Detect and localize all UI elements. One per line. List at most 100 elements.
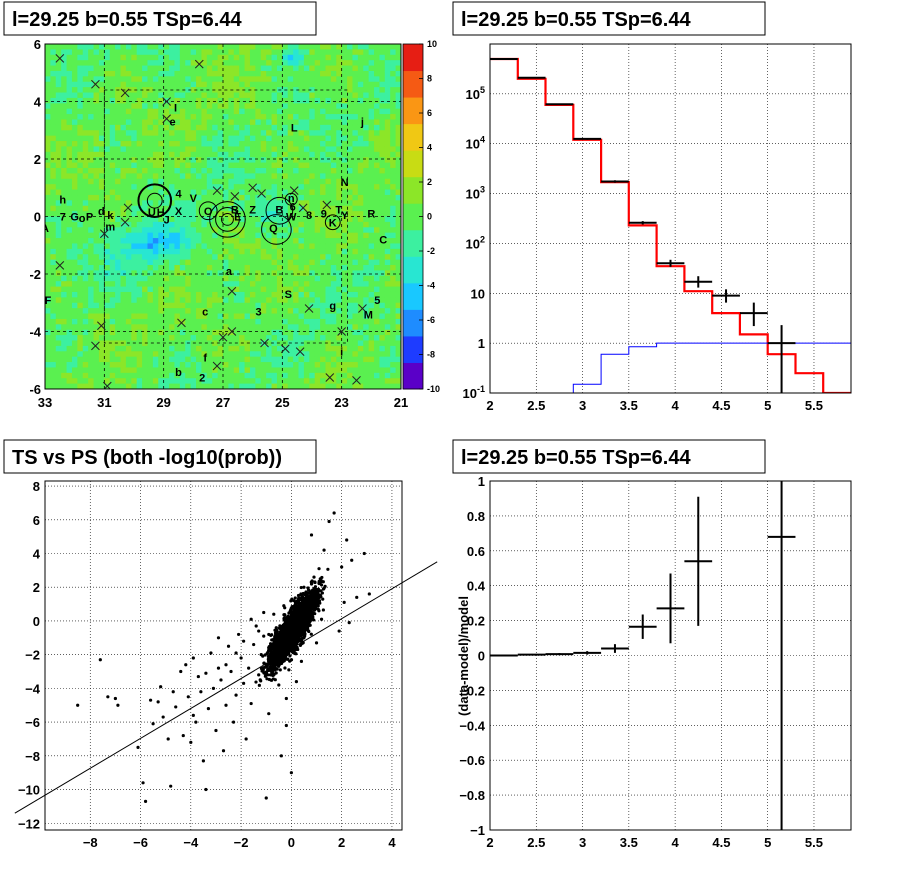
heatmap-cell — [109, 227, 116, 234]
heatmap-cell — [368, 372, 375, 379]
heatmap-cell — [104, 238, 111, 245]
heatmap-cell — [158, 173, 165, 180]
heatmap-cell — [45, 65, 51, 72]
heatmap-cell — [330, 335, 337, 342]
heatmap-cell — [50, 54, 57, 61]
heatmap-cell — [282, 378, 289, 385]
heatmap-cell — [217, 65, 224, 72]
heatmap-cell — [196, 232, 203, 239]
heatmap-cell — [163, 81, 170, 88]
heatmap-cell — [223, 227, 229, 234]
heatmap-cell — [336, 275, 343, 282]
heatmap-cell — [260, 318, 267, 325]
heatmap-cell — [147, 146, 154, 153]
heatmap-cell — [379, 49, 386, 56]
heatmap-cell — [61, 200, 68, 207]
heatmap-cell — [309, 76, 316, 83]
heatmap-cell — [163, 54, 170, 61]
heatmap-cell — [45, 313, 51, 320]
heatmap-cell — [45, 351, 51, 358]
heatmap-cell — [185, 103, 192, 110]
heatmap-cell — [196, 70, 203, 77]
heatmap-cell — [330, 345, 337, 352]
heatmap-cell — [82, 351, 89, 358]
heatmap-cell — [320, 92, 327, 99]
heatmap-cell — [303, 114, 310, 121]
heatmap-cell — [66, 254, 73, 261]
heatmap-cell — [206, 124, 213, 131]
heatmap-cell — [363, 108, 370, 115]
heatmap-cell — [206, 146, 213, 153]
heatmap-cell — [341, 70, 348, 77]
heatmap-cell — [217, 335, 224, 342]
heatmap-cell — [266, 372, 273, 379]
heatmap-cell — [347, 114, 354, 121]
heatmap-cell — [309, 318, 316, 325]
heatmap-cell — [98, 178, 105, 185]
heatmap-cell — [266, 119, 273, 126]
heatmap-cell — [82, 275, 89, 282]
heatmap-cell — [325, 378, 332, 385]
heatmap-cell — [120, 146, 127, 153]
heatmap-cell — [61, 54, 68, 61]
heatmap-cell — [233, 167, 240, 174]
scatter-point — [196, 674, 200, 679]
heatmap-cell — [212, 297, 219, 304]
heatmap-cell — [142, 259, 149, 266]
heatmap-cell — [239, 60, 246, 67]
heatmap-cell — [352, 345, 359, 352]
scatter-point — [340, 565, 344, 569]
heatmap-cell — [249, 49, 256, 56]
heatmap-cell — [131, 313, 138, 320]
heatmap-cell — [55, 275, 62, 282]
heatmap-cell — [163, 114, 170, 121]
heatmap-cell — [352, 49, 359, 56]
heatmap-cell — [249, 286, 256, 293]
heatmap-cell — [293, 49, 300, 56]
heatmap-cell — [147, 286, 154, 293]
heatmap-cell — [98, 114, 105, 121]
heatmap-cell — [77, 216, 84, 223]
heatmap-cell — [206, 243, 213, 250]
heatmap-cell — [77, 383, 84, 389]
heatmap-cell — [379, 324, 386, 331]
heatmap-cell — [125, 141, 132, 148]
heatmap-cell — [330, 114, 337, 121]
source-label: V — [190, 193, 198, 205]
heatmap-cell — [239, 313, 246, 320]
heatmap-cell — [336, 92, 343, 99]
heatmap-cell — [147, 141, 154, 148]
heatmap-cell — [179, 211, 186, 218]
heatmap-cell — [212, 114, 219, 121]
heatmap-cell — [282, 146, 289, 153]
heatmap-cell — [282, 157, 289, 164]
heatmap-cell — [185, 265, 192, 272]
heatmap-cell — [347, 108, 354, 115]
colorbar-segment — [403, 203, 423, 231]
heatmap-cell — [152, 221, 159, 228]
heatmap-cell — [244, 108, 251, 115]
heatmap-cell — [125, 254, 132, 261]
heatmap-cell — [368, 227, 375, 234]
heatmap-cell — [201, 248, 208, 255]
heatmap-cell — [55, 49, 62, 56]
heatmap-cell — [45, 146, 51, 153]
heatmap-cell — [282, 178, 289, 185]
heatmap-cell — [309, 200, 316, 207]
heatmap-cell — [120, 65, 127, 72]
heatmap-cell — [282, 291, 289, 298]
heatmap-cell — [55, 270, 62, 277]
heatmap-cell — [287, 151, 294, 158]
heatmap-cell — [147, 227, 154, 234]
heatmap-cell — [309, 97, 316, 104]
heatmap-cell — [169, 281, 176, 288]
heatmap-cell — [163, 44, 170, 50]
heatmap-cell — [142, 97, 149, 104]
heatmap-cell — [185, 70, 192, 77]
spectrum-y-tick-label: 10-1 — [463, 384, 485, 401]
heatmap-cell — [136, 383, 143, 389]
heatmap-cell — [303, 205, 310, 212]
heatmap-cell — [174, 49, 181, 56]
scatter-point — [171, 690, 175, 694]
